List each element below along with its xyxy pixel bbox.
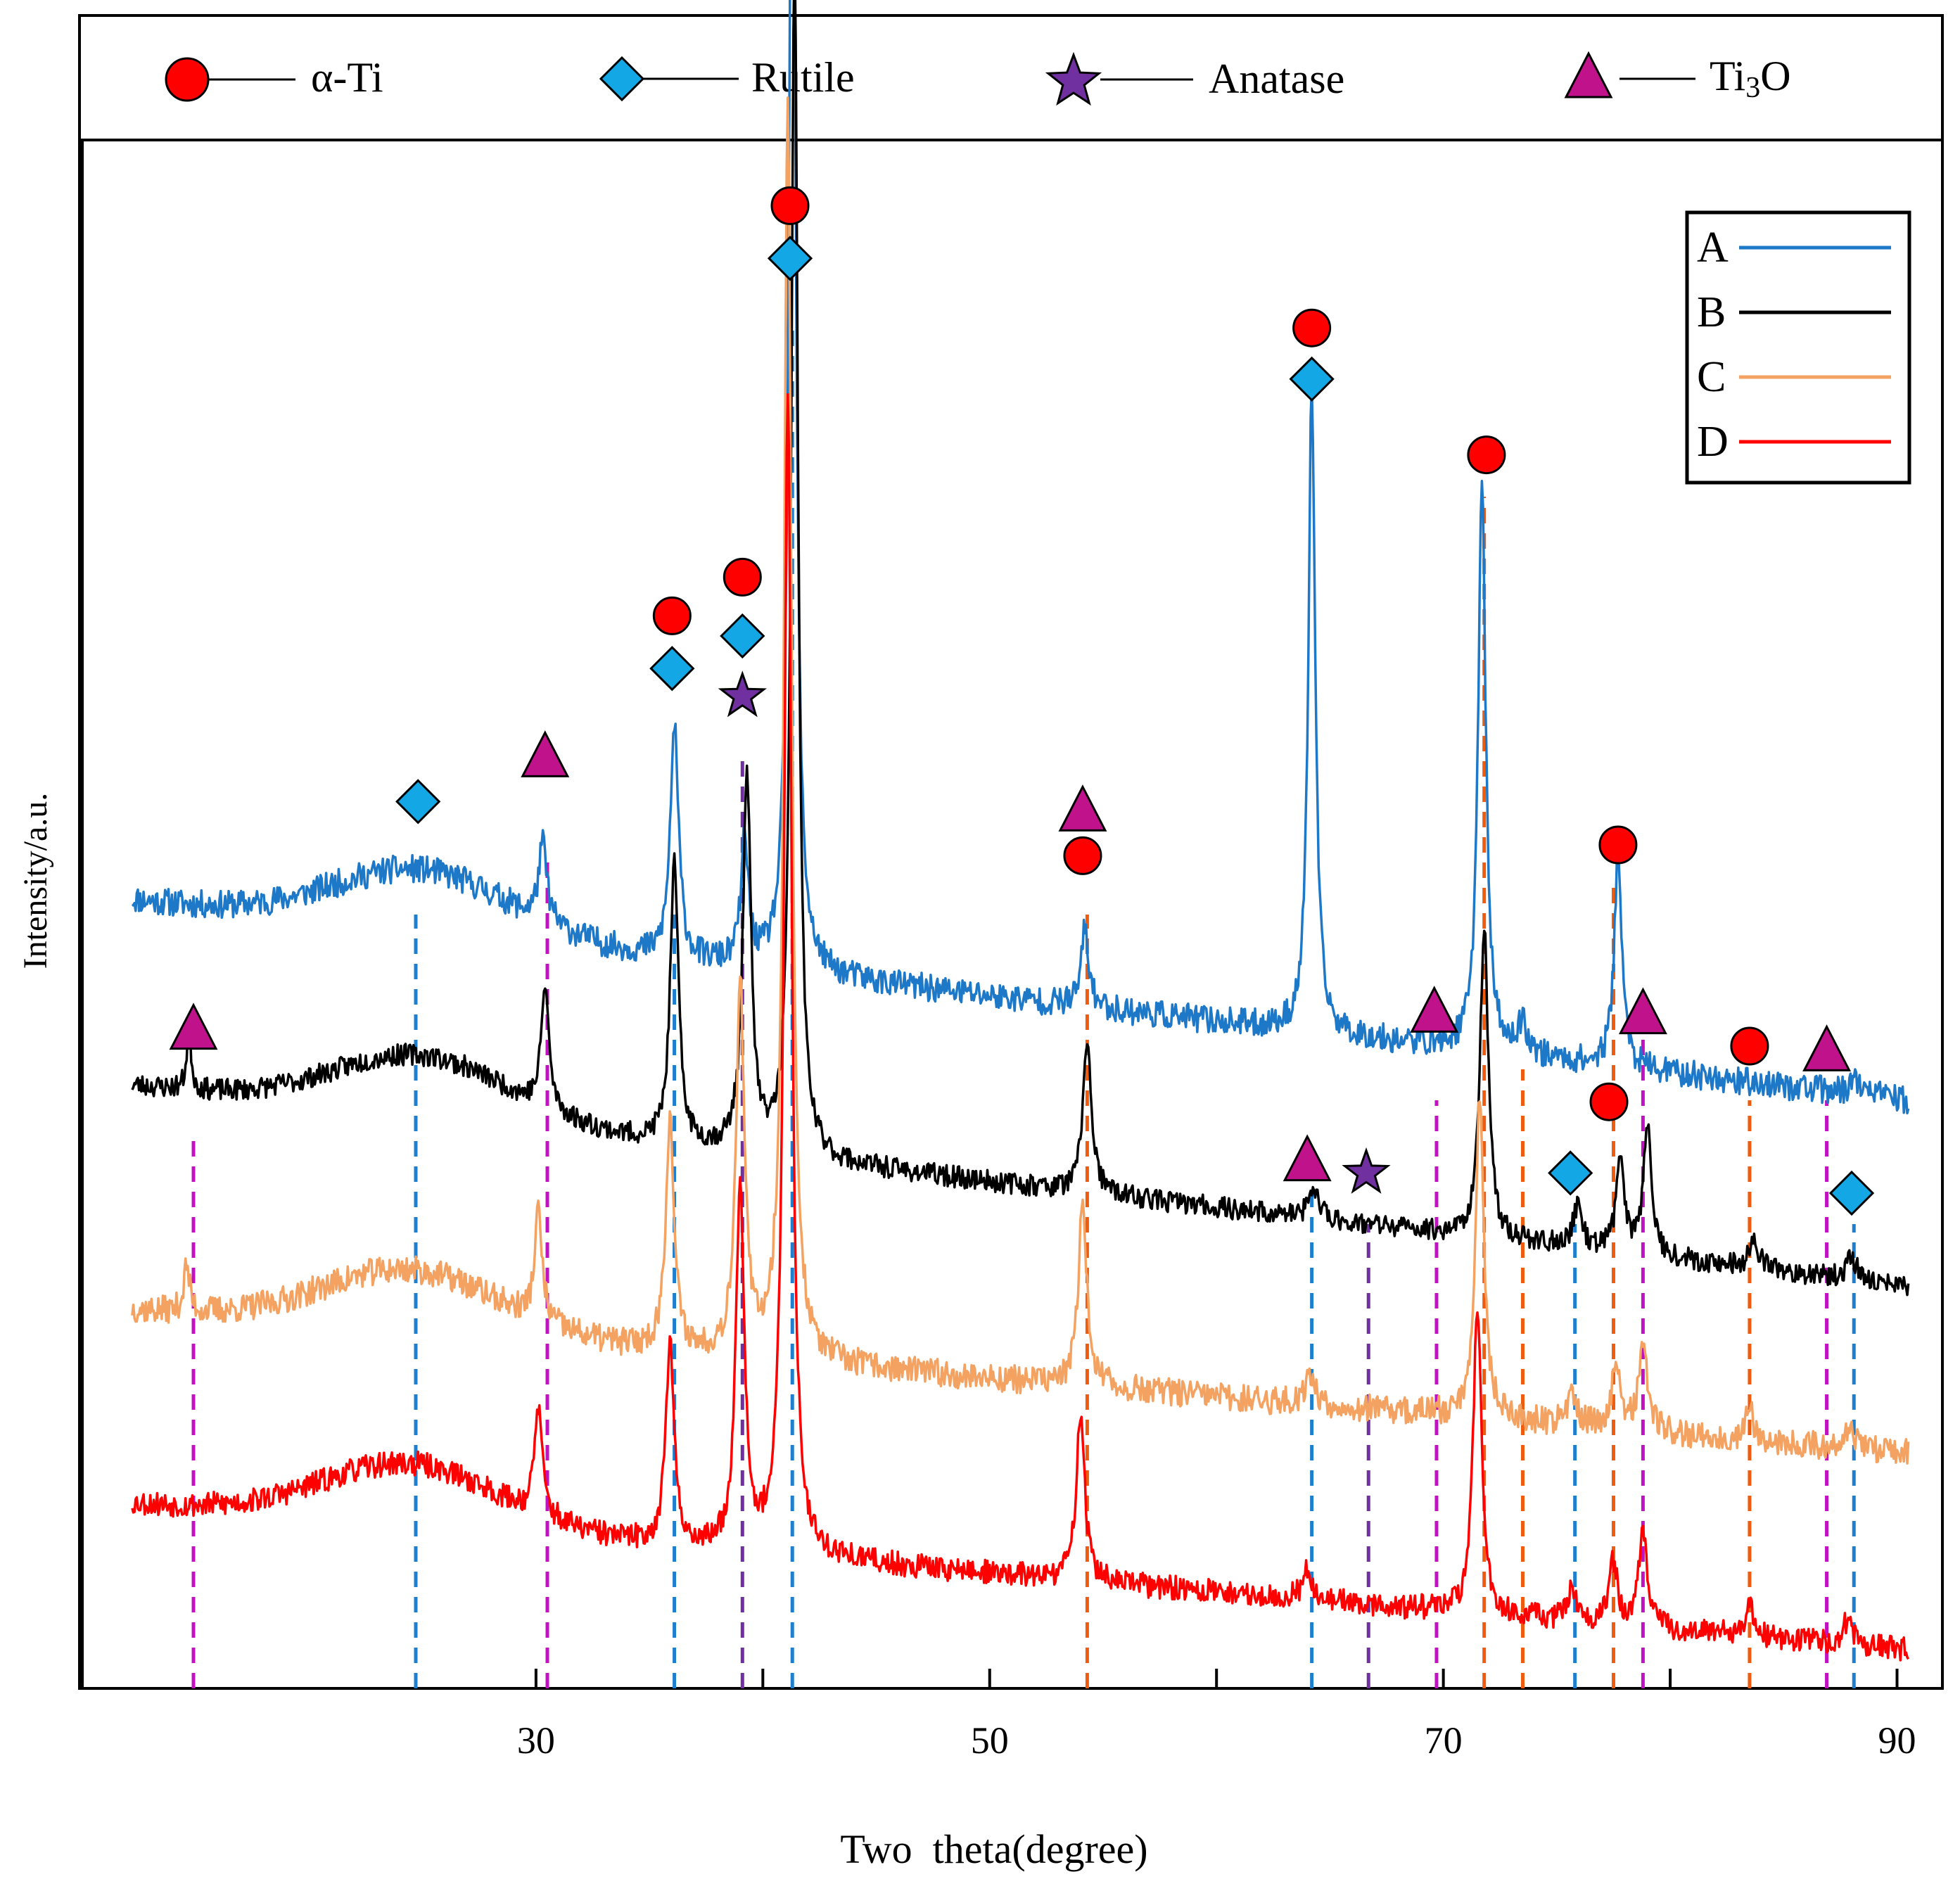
phase-markers [169, 186, 1875, 1216]
ti3o-label-subscript: 3 [1745, 72, 1760, 104]
x-tick-label: 90 [1878, 1719, 1916, 1762]
series-legend-label: C [1697, 353, 1726, 401]
anatase-marker [718, 670, 767, 718]
series-c-line [131, 96, 1910, 1465]
series-d-line [131, 393, 1910, 1662]
alpha-ti-marker [770, 186, 810, 225]
series-legend-label: D [1697, 418, 1729, 466]
series-legend-box [1685, 210, 1911, 485]
alpha-ti-label: α-Ti [311, 54, 383, 101]
alpha-ti-marker [1598, 825, 1638, 865]
outer-border [78, 14, 1944, 1690]
phase-legend-anatase: Anatase [1045, 51, 1344, 106]
ti3o-marker [169, 1002, 218, 1050]
diffraction-series [131, 0, 1910, 1662]
y-axis-label: Intensity/a.u. [17, 793, 54, 969]
alpha-ti-marker [652, 596, 692, 635]
ti3o-marker [1283, 1134, 1332, 1182]
ti3o-label: Ti3O [1710, 53, 1791, 104]
chart-frame [78, 14, 1944, 1690]
alpha-ti-circle-icon [165, 57, 210, 102]
alpha-ti-marker [1730, 1026, 1769, 1066]
rutile-marker [1289, 356, 1335, 402]
x-axis-label: Two theta(degree) [840, 1826, 1147, 1872]
series-legend-label: B [1697, 288, 1726, 336]
ti3o-marker [1802, 1024, 1852, 1071]
ti3o-label-main: Ti [1710, 53, 1745, 99]
series-legend-label: A [1697, 224, 1729, 272]
rutile-diamond-icon [599, 56, 645, 102]
ti3o-triangle-icon [1564, 51, 1613, 98]
alpha-ti-marker [723, 557, 762, 597]
ti3o-marker [521, 730, 570, 777]
anatase-marker [1342, 1147, 1391, 1194]
ti3o-marker [1618, 987, 1667, 1035]
alpha-ti-marker [1292, 308, 1332, 348]
phase-legend-rutile: Rutile [599, 54, 855, 102]
rutile-marker [649, 646, 695, 692]
plot-area: 30 50 70 90 [81, 0, 1942, 1762]
rutile-marker [1548, 1150, 1593, 1196]
phase-legend-ti3o: Ti3O [1564, 51, 1791, 104]
x-tick-label: 70 [1425, 1719, 1463, 1762]
alpha-ti-marker [1589, 1082, 1629, 1121]
anatase-star-icon [1045, 51, 1102, 106]
rutile-marker [720, 613, 765, 659]
rutile-marker [395, 779, 441, 824]
x-tick-label: 30 [517, 1719, 555, 1762]
rutile-marker [1828, 1170, 1875, 1216]
alpha-ti-marker [1063, 836, 1102, 875]
phase-legend: α-Ti Rutile Anatase Ti3O [165, 51, 1791, 106]
rutile-label: Rutile [751, 54, 855, 101]
ti3o-marker [1410, 986, 1459, 1033]
rutile-marker [767, 236, 813, 281]
ti3o-label-tail: O [1760, 53, 1790, 99]
alpha-ti-marker [1467, 435, 1506, 475]
ti3o-marker [1058, 784, 1107, 832]
reference-lines [191, 326, 1856, 1688]
series-a-line [131, 0, 1910, 1115]
anatase-label: Anatase [1209, 56, 1344, 102]
x-axis-ticks: 30 50 70 90 [517, 1669, 1916, 1762]
series-b-line [131, 0, 1910, 1297]
phase-legend-alpha-ti: α-Ti [165, 54, 383, 102]
x-tick-label: 50 [971, 1719, 1009, 1762]
